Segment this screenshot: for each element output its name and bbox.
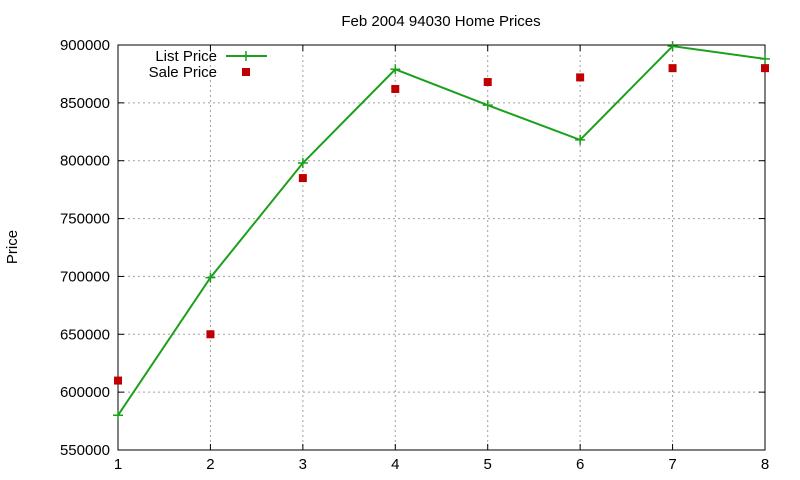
- series-1: [114, 64, 769, 385]
- series-line: [117, 45, 766, 416]
- y-tick-label: 650000: [60, 326, 110, 343]
- data-point: [391, 84, 400, 93]
- y-tick-label: 850000: [60, 95, 110, 112]
- x-tick-label: 5: [484, 456, 492, 473]
- y-tick-label: 600000: [60, 384, 110, 401]
- chart-title: Feb 2004 94030 Home Prices: [341, 13, 540, 30]
- x-tick-label: 1: [114, 456, 122, 473]
- y-axis-title: Price: [4, 230, 21, 264]
- x-tick-label: 4: [391, 456, 399, 473]
- x-tick-label: 7: [668, 456, 676, 473]
- x-tick-label: 8: [761, 456, 769, 473]
- legend-label: List Price: [155, 48, 217, 65]
- legend-label: Sale Price: [149, 64, 217, 81]
- data-point: [114, 376, 122, 385]
- x-tick-label: 3: [299, 456, 307, 473]
- data-point: [483, 78, 492, 87]
- data-point: [205, 272, 216, 283]
- data-point: [668, 64, 677, 73]
- grid-lines: [118, 45, 765, 450]
- series-0: [113, 41, 770, 421]
- x-tick-label: 2: [206, 456, 214, 473]
- data-point: [113, 410, 123, 421]
- data-point: [575, 134, 586, 145]
- data-point: [667, 41, 678, 52]
- y-tick-label: 700000: [60, 268, 110, 285]
- x-tick-label: 6: [576, 456, 584, 473]
- series: [113, 41, 770, 421]
- y-tick-label: 550000: [60, 442, 110, 459]
- plot-frame: [117, 44, 766, 451]
- data-point: [298, 174, 307, 183]
- data-point: [576, 73, 585, 82]
- data-point: [761, 64, 769, 73]
- y-tick-label: 800000: [60, 153, 110, 170]
- axes: 550000 600000 650000 700000 750000 800000 8500…: [60, 37, 769, 473]
- data-point: [482, 100, 493, 111]
- y-tick-label: 750000: [60, 211, 110, 228]
- data-point: [760, 53, 770, 64]
- data-point: [206, 330, 215, 339]
- legend-marker: [241, 51, 251, 61]
- data-point: [297, 158, 308, 169]
- data-point: [390, 64, 401, 75]
- legend-marker: [242, 68, 250, 76]
- y-tick-label: 900000: [60, 37, 110, 54]
